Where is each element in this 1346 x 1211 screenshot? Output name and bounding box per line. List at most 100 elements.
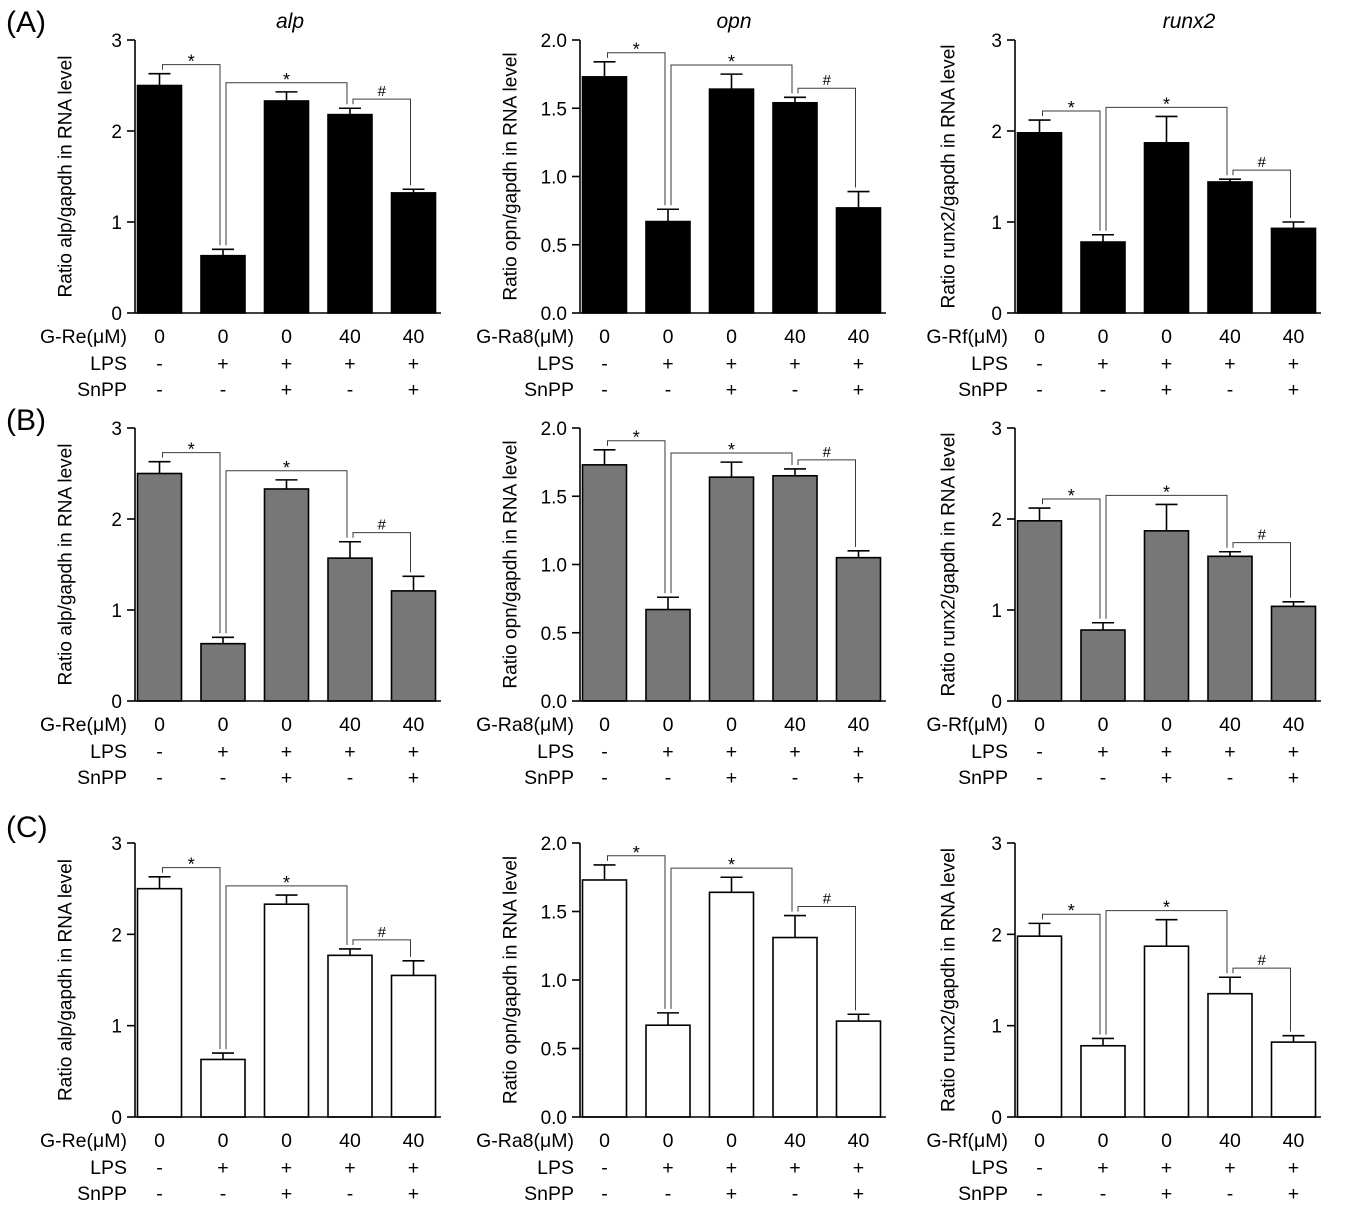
y-tick-label: 0.0 bbox=[541, 1108, 567, 1129]
condition-value-snpp: - bbox=[1036, 767, 1043, 789]
condition-value-snpp: + bbox=[1288, 379, 1299, 401]
y-tick-label: 1 bbox=[991, 213, 1002, 234]
condition-value-snpp: - bbox=[1100, 1183, 1107, 1205]
condition-value-lps: + bbox=[217, 353, 228, 375]
bar-3 bbox=[1143, 530, 1190, 702]
bar-4 bbox=[1207, 181, 1253, 314]
y-tick-label: 0 bbox=[991, 1108, 1002, 1129]
condition-value-snpp: + bbox=[853, 767, 864, 789]
condition-label-lps: LPS bbox=[90, 1157, 127, 1179]
condition-value-lps: - bbox=[156, 353, 163, 375]
y-axis-title: Ratio runx2/gapdh in RNA level bbox=[939, 44, 960, 308]
condition-value-snpp: - bbox=[665, 767, 672, 789]
y-tick-label: 2 bbox=[991, 925, 1002, 946]
y-tick-label: 1.5 bbox=[541, 903, 567, 924]
chart-b-alp: Ratio alp/gapdh in RNA level 0 1 2 3 * * # G-Re(… bbox=[40, 419, 441, 789]
significance-label: # bbox=[378, 83, 387, 100]
condition-value-lps: + bbox=[281, 741, 292, 763]
bar-5 bbox=[835, 556, 882, 702]
condition-label-dose: G-Ra8(μM) bbox=[476, 714, 574, 736]
condition-value-lps: + bbox=[1224, 353, 1235, 375]
bar-4 bbox=[1207, 992, 1253, 1118]
bar-2 bbox=[200, 1058, 246, 1118]
condition-value-lps: + bbox=[344, 741, 355, 763]
condition-label-snpp: SnPP bbox=[958, 379, 1008, 401]
significance-label: * bbox=[283, 458, 290, 478]
condition-value-snpp: - bbox=[665, 379, 672, 401]
bar-4 bbox=[327, 113, 373, 314]
condition-value-snpp: - bbox=[220, 767, 227, 789]
significance-label: * bbox=[188, 440, 195, 460]
condition-value-snpp: - bbox=[156, 379, 163, 401]
condition-label-lps: LPS bbox=[537, 353, 574, 375]
y-axis-title: Ratio alp/gapdh in RNA level bbox=[56, 444, 77, 686]
bar-2 bbox=[200, 254, 246, 314]
condition-value-snpp: - bbox=[601, 1183, 608, 1205]
condition-value-snpp: - bbox=[220, 379, 227, 401]
y-axis-title: Ratio runx2/gapdh in RNA level bbox=[939, 432, 960, 696]
y-tick-label: 0 bbox=[111, 304, 122, 325]
significance-bracket bbox=[1105, 910, 1228, 1035]
bar-5 bbox=[835, 1020, 882, 1118]
significance-label: * bbox=[1163, 94, 1170, 114]
chart-c-runx2: Ratio runx2/gapdh in RNA level 0 1 2 3 * * # G-R… bbox=[926, 834, 1321, 1205]
significance-label: # bbox=[378, 924, 387, 941]
significance-bracket bbox=[607, 440, 666, 594]
condition-value-snpp: + bbox=[726, 379, 737, 401]
significance-bracket bbox=[1105, 494, 1228, 619]
condition-label-lps: LPS bbox=[90, 741, 127, 763]
condition-value-snpp: + bbox=[281, 379, 292, 401]
condition-label-dose: G-Rf(μM) bbox=[926, 1130, 1008, 1152]
significance-bracket bbox=[1232, 169, 1291, 218]
y-tick-label: 2 bbox=[991, 122, 1002, 143]
condition-label-snpp: SnPP bbox=[77, 379, 127, 401]
condition-value-lps: + bbox=[789, 1157, 800, 1179]
condition-value-lps: + bbox=[1224, 1157, 1235, 1179]
condition-value-dose: 0 bbox=[1034, 714, 1045, 736]
condition-value-snpp: - bbox=[792, 767, 799, 789]
significance-bracket bbox=[670, 867, 793, 1009]
condition-value-dose: 40 bbox=[784, 714, 806, 736]
condition-value-dose: 0 bbox=[663, 326, 674, 348]
significance-bracket bbox=[162, 64, 221, 246]
y-tick-label: 0.5 bbox=[541, 236, 567, 257]
condition-label-lps: LPS bbox=[537, 741, 574, 763]
bar-2 bbox=[1080, 629, 1126, 702]
condition-value-dose: 40 bbox=[784, 326, 806, 348]
significance-label: # bbox=[823, 444, 832, 461]
significance-bracket bbox=[670, 452, 793, 594]
condition-value-snpp: - bbox=[347, 767, 354, 789]
condition-value-lps: + bbox=[789, 741, 800, 763]
significance-label: * bbox=[633, 843, 640, 863]
condition-value-dose: 0 bbox=[1098, 326, 1109, 348]
condition-value-lps: + bbox=[662, 741, 673, 763]
condition-value-lps: - bbox=[156, 1157, 163, 1179]
significance-bracket bbox=[162, 867, 221, 1050]
condition-value-lps: + bbox=[1224, 741, 1235, 763]
significance-bracket bbox=[607, 52, 666, 206]
condition-value-dose: 0 bbox=[281, 326, 292, 348]
condition-value-snpp: - bbox=[1100, 767, 1107, 789]
chart-title: opn bbox=[716, 10, 751, 33]
y-axis-title: Ratio opn/gapdh in RNA level bbox=[501, 440, 522, 688]
condition-label-dose: G-Rf(μM) bbox=[926, 326, 1008, 348]
bar-5 bbox=[390, 974, 437, 1118]
bar-1 bbox=[1016, 935, 1063, 1118]
condition-value-lps: + bbox=[408, 353, 419, 375]
bar-2 bbox=[200, 642, 246, 702]
significance-label: # bbox=[823, 72, 832, 89]
bar-4 bbox=[772, 474, 818, 702]
y-tick-label: 1 bbox=[111, 213, 122, 234]
significance-bracket bbox=[797, 459, 856, 547]
condition-label-lps: LPS bbox=[971, 1157, 1008, 1179]
condition-value-dose: 0 bbox=[1034, 1130, 1045, 1152]
condition-value-dose: 0 bbox=[154, 714, 165, 736]
bar-2 bbox=[1080, 1044, 1126, 1118]
significance-bracket bbox=[1105, 106, 1228, 231]
condition-value-lps: + bbox=[1161, 1157, 1172, 1179]
y-tick-label: 1.0 bbox=[541, 556, 567, 577]
bar-4 bbox=[772, 101, 818, 314]
condition-value-snpp: - bbox=[347, 379, 354, 401]
condition-value-dose: 0 bbox=[1161, 1130, 1172, 1152]
